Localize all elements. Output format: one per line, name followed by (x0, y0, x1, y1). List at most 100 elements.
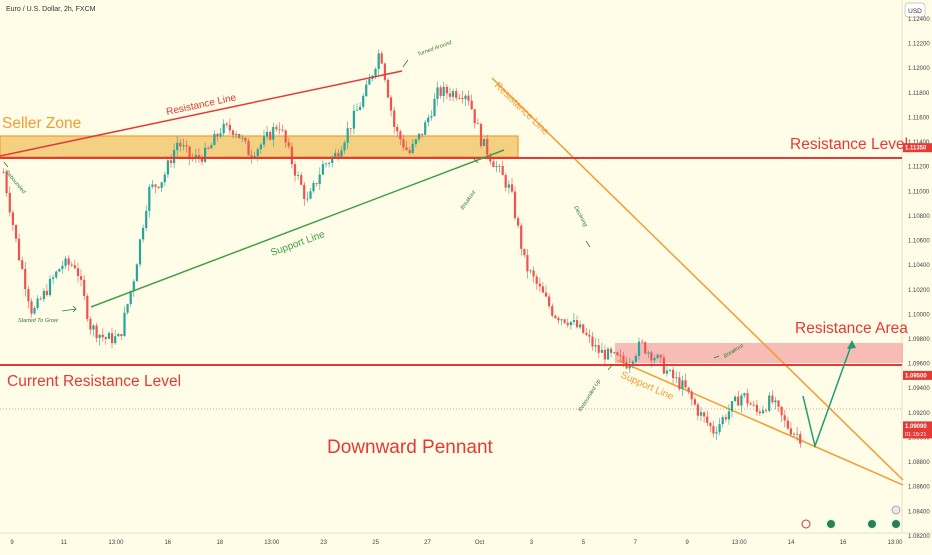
resistance-area-label: Resistance Area (795, 320, 908, 337)
candle (613, 352, 616, 354)
candle (436, 87, 439, 99)
candle (14, 224, 18, 239)
candle (55, 271, 58, 278)
candle (272, 127, 275, 140)
candle (92, 325, 95, 330)
time-tick-label: 27 (424, 540, 431, 546)
candle (281, 129, 284, 131)
candle (324, 163, 328, 165)
candle (210, 145, 213, 149)
candle (486, 139, 489, 155)
candle (414, 139, 417, 144)
candle (284, 130, 287, 143)
candle (67, 258, 70, 265)
flag-icon[interactable] (801, 519, 811, 529)
candle (681, 380, 684, 389)
candle (693, 399, 696, 405)
candle (383, 63, 386, 80)
candle (265, 132, 269, 137)
candle (659, 354, 662, 358)
candle (656, 354, 659, 359)
projection-arrowhead (847, 340, 856, 349)
candle (588, 334, 591, 337)
candle (455, 91, 458, 98)
event-icon[interactable] (826, 519, 836, 529)
price-tick-label: 1.09400 (908, 386, 930, 392)
candle (792, 433, 796, 435)
candle (442, 86, 445, 96)
candle (73, 265, 76, 269)
candle (231, 130, 235, 135)
support-trend-line (90, 149, 505, 308)
symbol-title: Euro / U.S. Dollar, 2h, FXCM (6, 6, 96, 13)
price-tick-label: 1.11800 (908, 91, 930, 97)
candle (275, 127, 278, 130)
candle (346, 128, 349, 143)
event-icon[interactable] (891, 519, 901, 529)
event-icon[interactable] (891, 505, 901, 515)
candle (70, 264, 73, 266)
candle (709, 423, 712, 427)
candle (749, 403, 752, 405)
candle (461, 97, 464, 100)
price-tick-label: 1.12000 (908, 66, 930, 72)
candle (597, 345, 600, 353)
candle (761, 410, 765, 414)
candle (135, 264, 138, 282)
candle (287, 142, 290, 147)
candle (538, 283, 541, 287)
candle (89, 319, 92, 330)
candle (204, 147, 207, 162)
candle (355, 109, 359, 111)
candle (585, 332, 588, 335)
candle (740, 395, 743, 406)
price-tick-label: 1.12200 (908, 42, 930, 48)
price-tick-label: 1.10000 (908, 312, 930, 318)
candle (8, 192, 11, 213)
time-axis[interactable]: 9 11 13:00 16 18 13:00 23 25 27 Oct 3 5 7 9 13:00 14 16 1… (10, 540, 903, 546)
candle (312, 183, 315, 192)
candle (166, 160, 169, 175)
candle (498, 166, 501, 167)
candle (734, 396, 737, 402)
price-axis[interactable]: 1.12400 1.12200 1.12000 1.11800 1.11600 1.114… (908, 17, 930, 540)
candle (104, 337, 107, 339)
candle (467, 95, 470, 101)
price-tag-label: 1.09090 (905, 424, 927, 430)
candle (157, 186, 160, 188)
candle (631, 361, 634, 364)
time-tick-label: 13:00 (108, 540, 124, 546)
price-tick-label: 1.09800 (908, 337, 930, 343)
candle (675, 377, 678, 379)
candle (482, 139, 486, 146)
time-tick-label: 7 (634, 540, 638, 546)
candle (641, 341, 644, 343)
candle (36, 298, 39, 309)
time-tick-label: 9 (10, 540, 14, 546)
candle (185, 145, 188, 147)
candle (163, 174, 166, 183)
price-tick-label: 1.09600 (908, 362, 930, 368)
candle (377, 53, 380, 69)
candle (724, 417, 727, 420)
currency-button[interactable]: USD (904, 2, 926, 18)
candle (225, 123, 228, 125)
event-icon[interactable] (867, 519, 877, 529)
candle (647, 352, 650, 354)
candle (470, 100, 473, 110)
candle (42, 290, 45, 300)
turned-around-label: Turned Around (417, 40, 454, 58)
event-icons[interactable] (801, 505, 901, 529)
candle (169, 160, 173, 163)
price-tick-label: 1.08600 (908, 485, 930, 491)
annotation-arrows (3, 59, 720, 371)
candle (448, 93, 452, 97)
candle (362, 95, 365, 107)
candle (358, 106, 362, 110)
candle (523, 248, 526, 256)
candle (343, 142, 346, 151)
candle (278, 129, 281, 130)
candle (58, 269, 61, 272)
candle (600, 349, 603, 353)
